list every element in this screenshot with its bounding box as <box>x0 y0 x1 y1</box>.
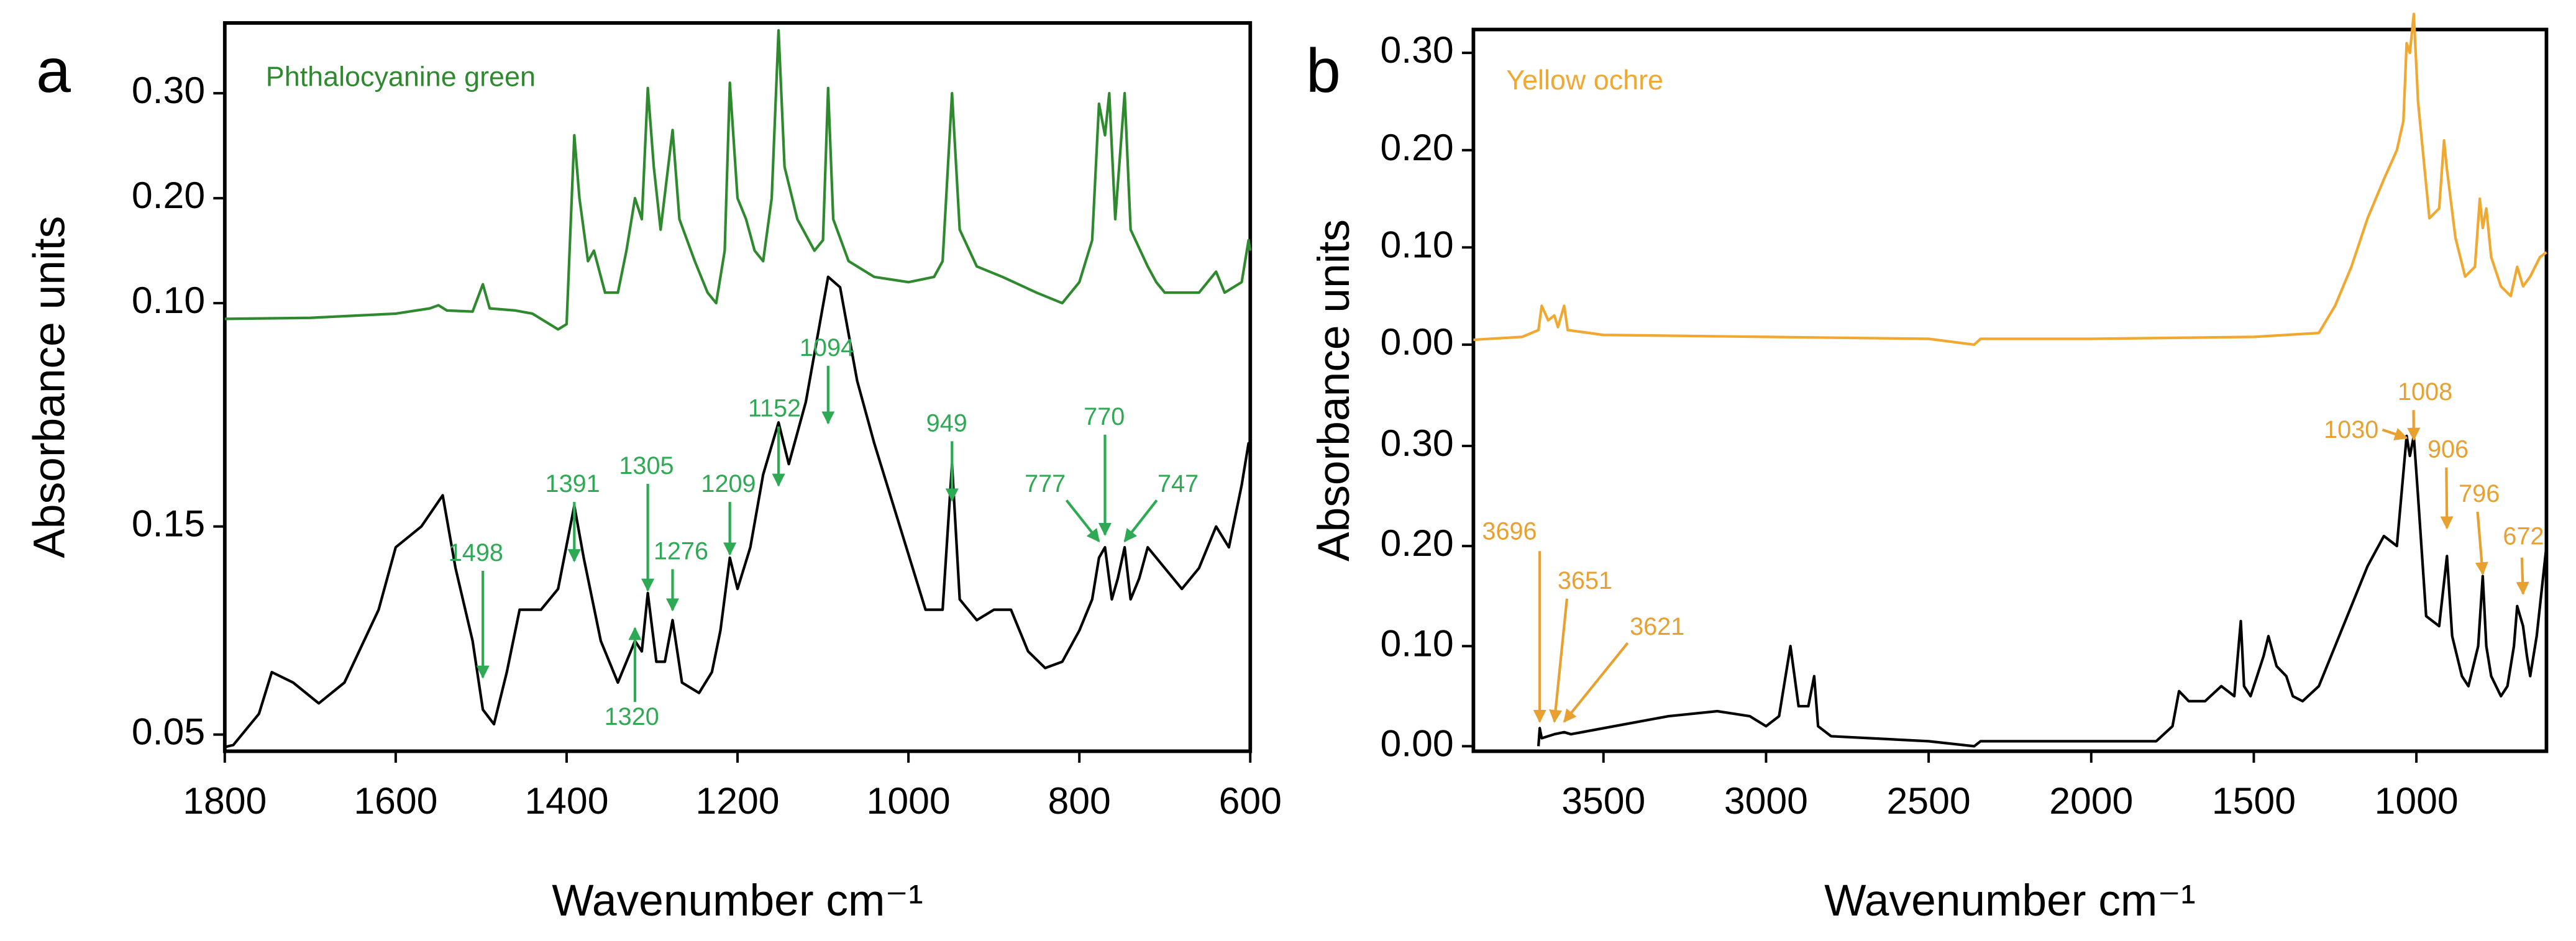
y-axis-label: Absorbance units <box>1309 219 1359 561</box>
peak-label: 777 <box>1025 470 1066 498</box>
y-tick-label: 0.20 <box>132 174 205 216</box>
peak-arrow <box>1549 598 1569 724</box>
x-tick-label: 2000 <box>2049 780 2133 822</box>
peak-arrow <box>1065 499 1100 543</box>
spectrum-line <box>1537 434 2548 748</box>
y-tick-label: 0.10 <box>1381 223 1454 265</box>
y-tick-label: 0.20 <box>1381 522 1454 564</box>
peak-label: 1094 <box>800 334 854 361</box>
peak-label: 770 <box>1084 403 1125 430</box>
x-tick-label: 1400 <box>524 780 608 822</box>
peak-label: 1008 <box>2398 378 2452 406</box>
x-axis-label: Wavenumber cm⁻¹ <box>552 876 923 925</box>
peak-arrow <box>1123 499 1158 543</box>
peak-label: 949 <box>926 409 967 437</box>
y-tick-label: 0.30 <box>132 69 205 111</box>
peak-arrow <box>2440 467 2454 530</box>
x-tick-label: 3500 <box>1561 780 1645 822</box>
y-tick-label: 0.10 <box>132 279 205 321</box>
y-tick-label: 0.00 <box>1381 320 1454 363</box>
peak-label: 747 <box>1158 470 1199 498</box>
plot-frame <box>1471 27 2549 753</box>
panel-letter: a <box>36 36 71 106</box>
x-tick-label: 1600 <box>354 780 437 822</box>
y-tick-label: 0.30 <box>1381 29 1454 71</box>
x-tick-label: 1200 <box>695 780 779 822</box>
peak-label: 3696 <box>1482 518 1537 545</box>
peak-label: 1320 <box>605 703 659 730</box>
x-axis-label: Wavenumber cm⁻¹ <box>1824 876 2196 925</box>
panel: 3500 3000 2500 2000 1500 1000 0.00 0.10 0.20 0.30… <box>1306 12 2549 925</box>
y-tick-label: 0.15 <box>132 502 205 545</box>
spectrum-line <box>224 275 1252 748</box>
series-label: Yellow ochre <box>1506 64 1663 96</box>
peak-label: 1305 <box>619 452 674 480</box>
peak-label: 906 <box>2428 436 2469 463</box>
y-tick-label: 0.05 <box>132 711 205 753</box>
peak-label: 3651 <box>1558 567 1612 594</box>
peak-label: 1030 <box>2324 416 2378 443</box>
spectrum-line <box>224 29 1252 331</box>
peak-label: 1209 <box>701 470 756 498</box>
y-tick-label: 0.10 <box>1381 622 1454 664</box>
y-tick-label: 0.30 <box>1381 422 1454 464</box>
x-tick-label: 1000 <box>867 780 951 822</box>
x-tick-label: 3000 <box>1724 780 1808 822</box>
x-tick-label: 2500 <box>1887 780 1971 822</box>
x-tick-label: 1000 <box>2375 780 2459 822</box>
peak-label: 1152 <box>748 395 801 422</box>
y-tick-label: 0.00 <box>1381 722 1454 764</box>
x-tick-label: 1800 <box>183 780 267 822</box>
peak-label: 672 <box>2503 523 2544 550</box>
x-tick-label: 800 <box>1048 780 1111 822</box>
peak-label: 3621 <box>1630 613 1684 640</box>
peak-label: 1391 <box>546 470 600 498</box>
y-tick-label: 0.20 <box>1381 126 1454 168</box>
peak-arrow <box>2475 511 2488 576</box>
x-tick-label: 1500 <box>2212 780 2296 822</box>
x-tick-label: 600 <box>1219 780 1282 822</box>
peak-label: 1276 <box>654 537 708 565</box>
peak-arrow <box>1563 642 1629 723</box>
spectrum-line <box>1473 12 2547 347</box>
panel-letter: b <box>1306 36 1341 106</box>
peak-arrow <box>2516 557 2529 596</box>
peak-label: 796 <box>2459 480 2500 507</box>
series-label: Phthalocyanine green <box>266 61 536 93</box>
panel: 1800 1600 1400 1200 1000 800 600 0.05 0.15 0.10 0.… <box>24 21 1282 925</box>
peak-arrow <box>2382 427 2408 440</box>
peak-label: 1498 <box>449 539 503 566</box>
y-axis-label: Absorbance units <box>24 216 74 558</box>
